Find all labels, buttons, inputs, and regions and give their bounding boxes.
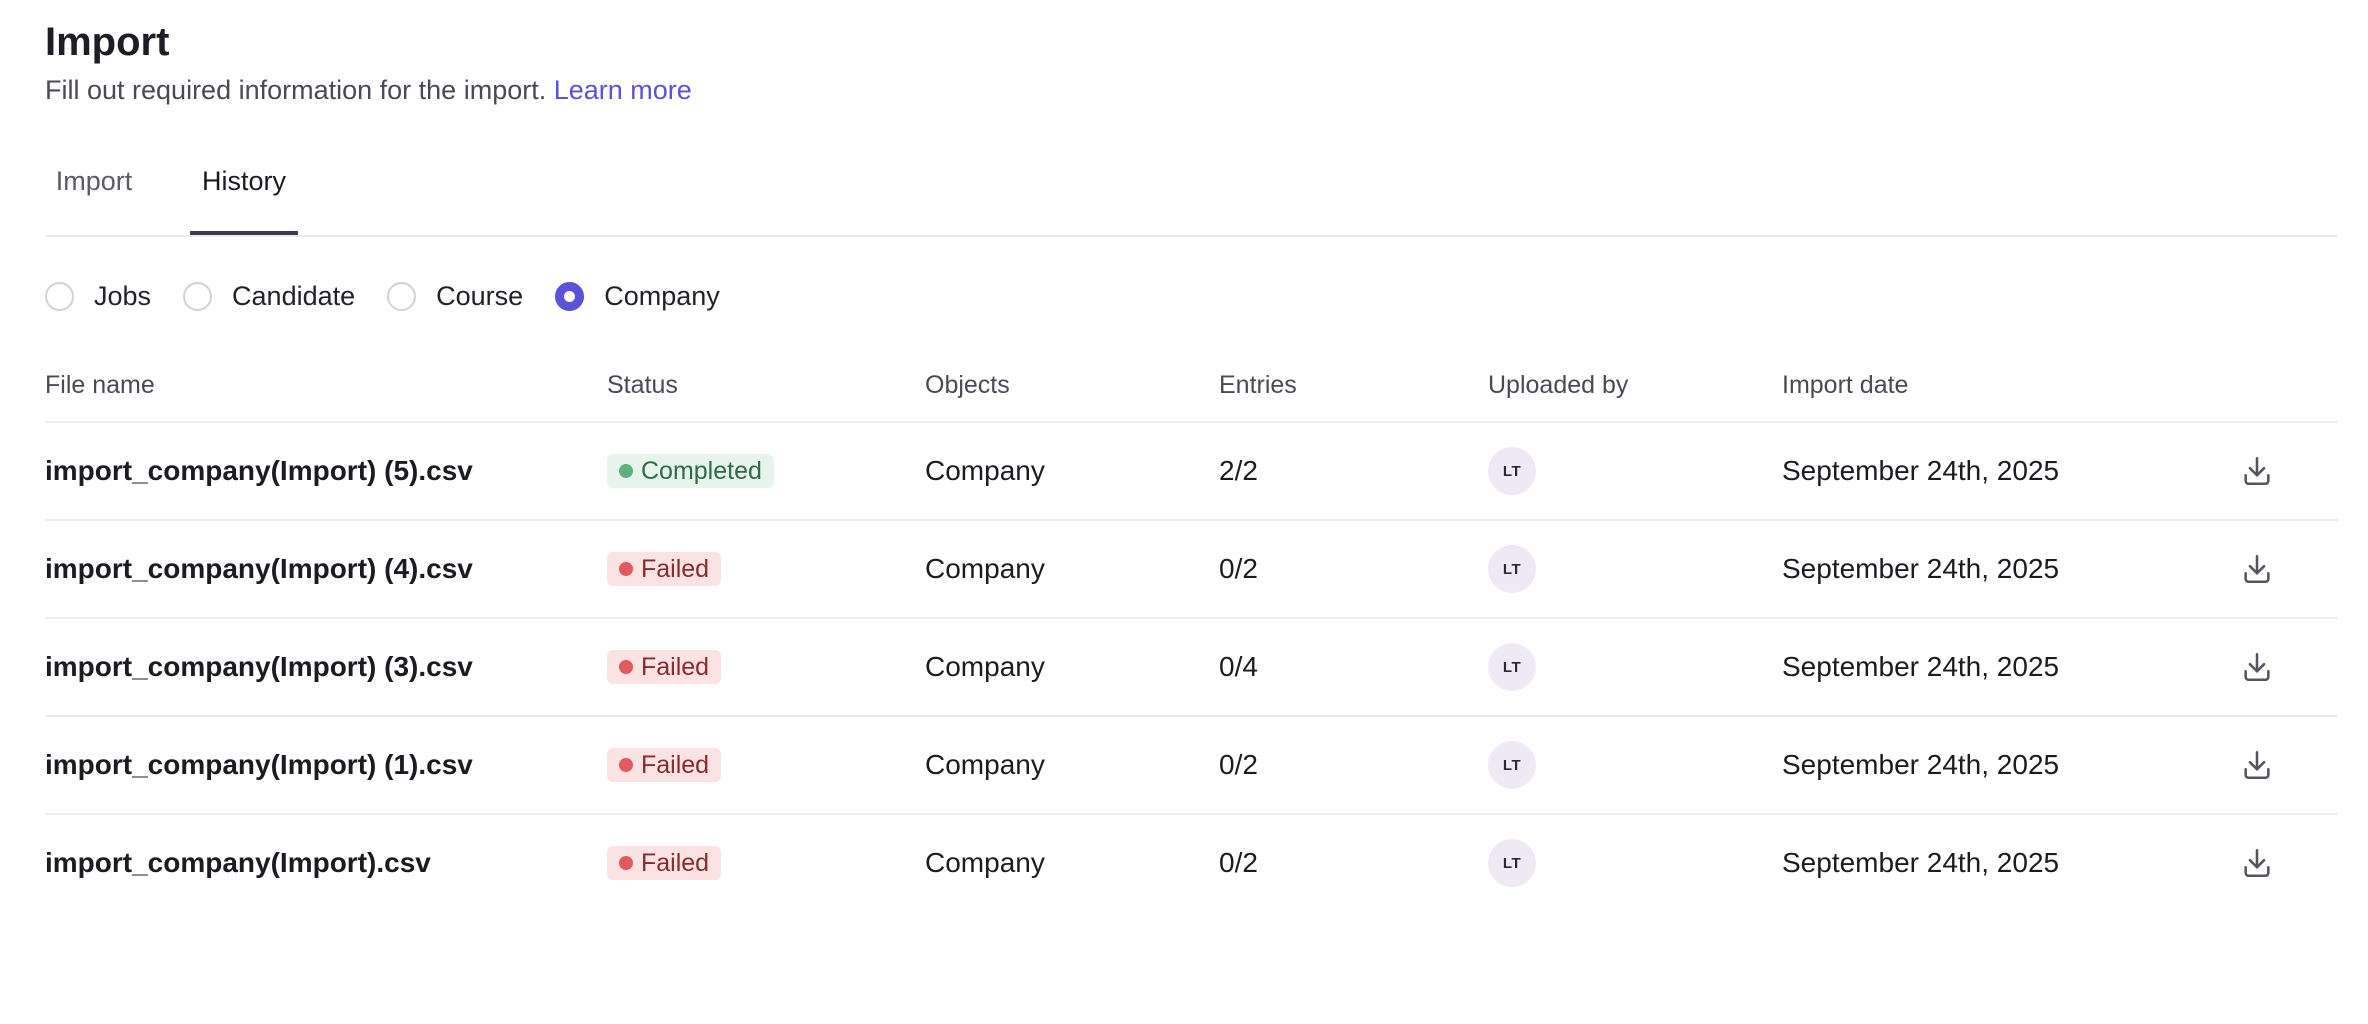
import-date-cell: September 24th, 2025 <box>1782 749 2060 780</box>
page-subtitle: Fill out required information for the im… <box>45 70 692 110</box>
avatar: LT <box>1488 741 1536 789</box>
uploaded-by-cell: LT <box>1488 619 1536 715</box>
radio-label-course: Course <box>436 280 524 311</box>
radio-option-jobs[interactable]: Jobs <box>45 281 151 312</box>
table-row: import_company(Import) (4).csv Failed Co… <box>45 521 2338 619</box>
avatar: LT <box>1488 643 1536 691</box>
radio-label-candidate: Candidate <box>232 280 356 311</box>
file-name: import_company(Import).csv <box>45 847 431 878</box>
status-badge: Failed <box>607 846 722 880</box>
status-text: Failed <box>641 751 710 779</box>
table-row: import_company(Import) (3).csv Failed Co… <box>45 619 2338 717</box>
action-cell <box>2235 423 2279 519</box>
subtitle-text: Fill out required information for the im… <box>45 75 547 105</box>
column-header-file-name: File name <box>45 371 155 399</box>
tab-bar: Import History <box>45 145 2338 237</box>
column-header-status: Status <box>607 371 678 399</box>
uploaded-by-cell: LT <box>1488 717 1536 813</box>
download-icon[interactable] <box>2235 547 2279 591</box>
file-name: import_company(Import) (5).csv <box>45 455 473 486</box>
import-date-cell: September 24th, 2025 <box>1782 847 2060 878</box>
entries-cell: 0/2 <box>1219 553 1258 584</box>
entries-cell: 0/2 <box>1219 847 1258 878</box>
radio-label-company: Company <box>604 280 720 311</box>
column-header-objects: Objects <box>925 371 1010 399</box>
radio-company[interactable] <box>555 281 585 311</box>
entries-cell: 2/2 <box>1219 455 1258 486</box>
status-text: Completed <box>641 457 762 485</box>
status-text: Failed <box>641 653 710 681</box>
radio-option-course[interactable]: Course <box>387 281 523 312</box>
status-badge: Failed <box>607 748 722 782</box>
download-icon[interactable] <box>2235 449 2279 493</box>
file-name: import_company(Import) (1).csv <box>45 749 473 780</box>
radio-course[interactable] <box>387 281 417 311</box>
status-text: Failed <box>641 849 710 877</box>
status-cell: Failed <box>607 815 722 911</box>
import-history-table: File name Status Objects Entries Uploade… <box>45 355 2338 911</box>
status-badge: Failed <box>607 552 722 586</box>
download-icon[interactable] <box>2235 743 2279 787</box>
radio-option-company[interactable]: Company <box>555 281 720 312</box>
radio-candidate[interactable] <box>183 281 213 311</box>
status-dot-icon <box>619 856 633 870</box>
status-cell: Failed <box>607 717 722 813</box>
objects-cell: Company <box>925 749 1045 780</box>
entries-cell: 0/2 <box>1219 749 1258 780</box>
table-row: import_company(Import) (1).csv Failed Co… <box>45 717 2338 815</box>
action-cell <box>2235 815 2279 911</box>
status-badge: Completed <box>607 454 774 488</box>
uploaded-by-cell: LT <box>1488 521 1536 617</box>
status-text: Failed <box>641 555 710 583</box>
import-date-cell: September 24th, 2025 <box>1782 651 2060 682</box>
status-cell: Failed <box>607 521 722 617</box>
objects-cell: Company <box>925 553 1045 584</box>
radio-label-jobs: Jobs <box>94 280 152 311</box>
avatar: LT <box>1488 545 1536 593</box>
objects-cell: Company <box>925 847 1045 878</box>
column-header-entries: Entries <box>1219 371 1297 399</box>
column-header-uploaded-by: Uploaded by <box>1488 371 1629 399</box>
radio-jobs[interactable] <box>45 281 74 311</box>
uploaded-by-cell: LT <box>1488 423 1536 519</box>
avatar: LT <box>1488 447 1536 495</box>
status-dot-icon <box>619 758 633 772</box>
status-badge: Failed <box>607 650 722 684</box>
file-name: import_company(Import) (4).csv <box>45 553 473 584</box>
page-title: Import <box>45 20 170 64</box>
objects-cell: Company <box>925 455 1045 486</box>
avatar: LT <box>1488 839 1536 887</box>
status-dot-icon <box>619 562 633 576</box>
tab-history[interactable]: History <box>190 145 298 235</box>
import-date-cell: September 24th, 2025 <box>1782 455 2060 486</box>
learn-more-link[interactable]: Learn more <box>553 75 692 105</box>
table-header: File name Status Objects Entries Uploade… <box>45 355 2338 423</box>
action-cell <box>2235 717 2279 813</box>
table-row: import_company(Import).csv Failed Compan… <box>45 815 2338 911</box>
table-row: import_company(Import) (5).csv Completed… <box>45 423 2338 521</box>
import-date-cell: September 24th, 2025 <box>1782 553 2060 584</box>
action-cell <box>2235 619 2279 715</box>
entries-cell: 0/4 <box>1219 651 1258 682</box>
uploaded-by-cell: LT <box>1488 815 1536 911</box>
status-cell: Failed <box>607 619 722 715</box>
object-type-filter: Jobs Candidate Course Company <box>45 272 752 320</box>
status-dot-icon <box>619 464 633 478</box>
status-cell: Completed <box>607 423 774 519</box>
tab-import[interactable]: Import <box>55 166 133 196</box>
download-icon[interactable] <box>2235 841 2279 885</box>
radio-option-candidate[interactable]: Candidate <box>183 281 355 312</box>
action-cell <box>2235 521 2279 617</box>
status-dot-icon <box>619 660 633 674</box>
download-icon[interactable] <box>2235 645 2279 689</box>
column-header-import-date: Import date <box>1782 371 1909 399</box>
objects-cell: Company <box>925 651 1045 682</box>
file-name: import_company(Import) (3).csv <box>45 651 473 682</box>
